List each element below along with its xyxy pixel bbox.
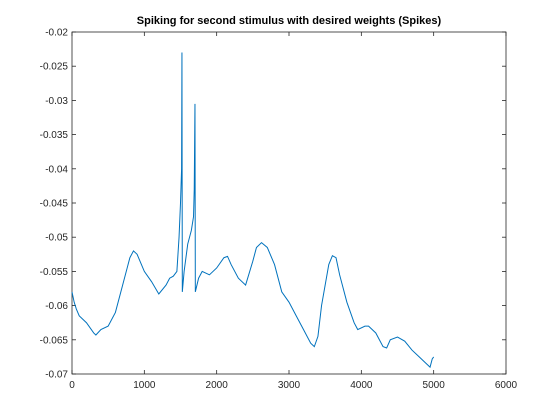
x-tick-label: 1000	[133, 380, 156, 391]
x-tick-label: 6000	[495, 380, 518, 391]
y-tick-label: -0.035	[40, 130, 69, 141]
x-tick-label: 4000	[350, 380, 373, 391]
y-tick-label: -0.045	[40, 199, 69, 210]
y-tick-label: -0.06	[45, 301, 68, 312]
x-tick-label: 0	[69, 380, 75, 391]
y-tick-label: -0.025	[40, 62, 69, 73]
x-tick-label: 2000	[206, 380, 229, 391]
chart-title: Spiking for second stimulus with desired…	[137, 15, 442, 27]
y-tick-label: -0.02	[45, 28, 68, 39]
y-tick-label: -0.03	[45, 96, 68, 107]
y-tick-label: -0.05	[45, 233, 68, 244]
line	[71, 52, 435, 369]
y-tick-label: -0.04	[45, 164, 68, 175]
y-tick-label: -0.07	[45, 370, 68, 381]
y-tick-label: -0.055	[40, 267, 69, 278]
x-tick-label: 5000	[423, 380, 446, 391]
x-tick-label: 3000	[278, 380, 301, 391]
y-tick-label: -0.065	[40, 335, 69, 346]
